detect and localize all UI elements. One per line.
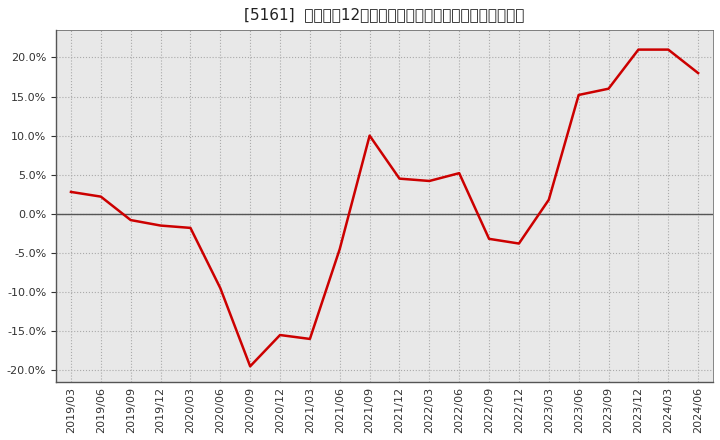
Title: [5161]  売上高の12か月移動合計の対前年同期増減率の推移: [5161] 売上高の12か月移動合計の対前年同期増減率の推移 xyxy=(244,7,525,22)
